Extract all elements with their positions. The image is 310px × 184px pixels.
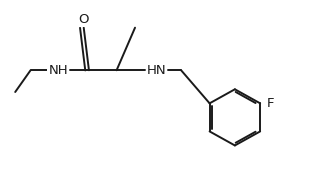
Text: F: F (267, 97, 274, 110)
Text: HN: HN (147, 64, 166, 77)
Text: NH: NH (48, 64, 68, 77)
Text: O: O (78, 13, 89, 26)
